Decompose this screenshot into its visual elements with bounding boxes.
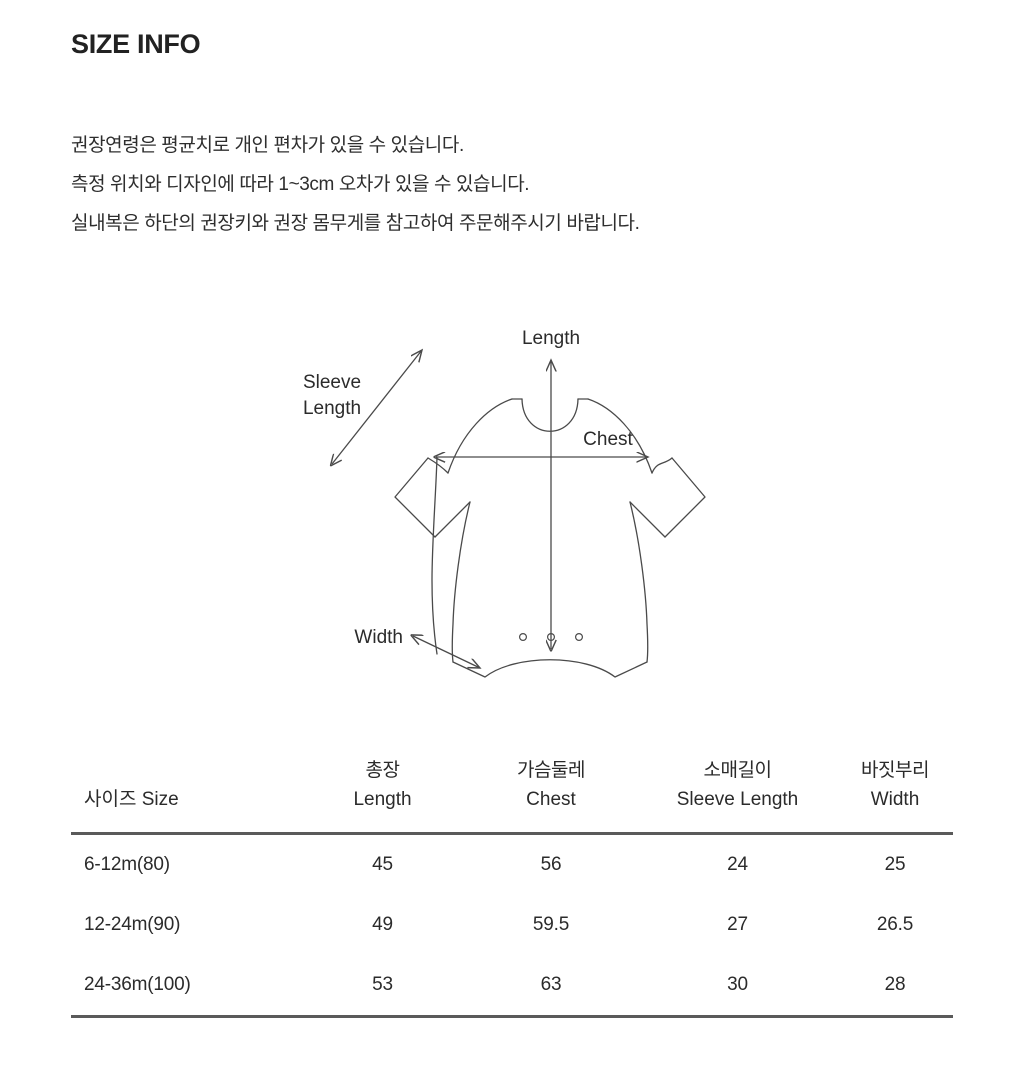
- size-table: 사이즈 Size 총장 Length 가슴둘레 Chest 소매길이 Sleev…: [71, 756, 953, 1018]
- size-table-body: 6-12m(80) 45 56 24 25 12-24m(90) 49 59.5…: [71, 834, 953, 1018]
- garment-outline: [394, 398, 706, 678]
- snap-button-right: [575, 633, 584, 642]
- column-header-chest-en: Chest: [526, 789, 576, 810]
- table-header-row: 사이즈 Size 총장 Length 가슴둘레 Chest 소매길이 Sleev…: [71, 756, 953, 835]
- cell-length: 53: [301, 955, 464, 1018]
- column-header-length: 총장 Length: [301, 756, 464, 835]
- garment-diagram-svg: Length Chest Sleeve Length Width: [303, 328, 706, 678]
- cell-sleeve-length: 27: [727, 914, 748, 935]
- diagram-label-length: Length: [522, 328, 580, 349]
- column-header-sleeve-length-en: Sleeve Length: [676, 789, 799, 810]
- cell-size: 6-12m(80): [84, 853, 170, 875]
- column-header-length-en: Length: [353, 789, 412, 810]
- column-header-size-label: 사이즈 Size: [84, 789, 179, 810]
- cell-length: 49: [372, 914, 393, 935]
- diagram-label-chest: Chest: [583, 429, 633, 450]
- column-header-sleeve-length: 소매길이 Sleeve Length: [638, 756, 837, 835]
- column-header-chest: 가슴둘레 Chest: [464, 756, 638, 835]
- notes-block: 권장연령은 평균치로 개인 편차가 있을 수 있습니다. 측정 위치와 디자인에…: [71, 126, 831, 243]
- column-header-sleeve-length-ko: 소매길이: [703, 760, 772, 781]
- cell-length: 45: [372, 853, 393, 875]
- snap-button-left: [519, 633, 528, 642]
- diagram-label-sleeve-length-line1: Sleeve: [303, 372, 361, 393]
- column-header-width-en: Width: [870, 789, 920, 810]
- cell-width: 26.5: [876, 914, 914, 935]
- diagram-label-width: Width: [354, 627, 403, 648]
- cell-chest: 63: [464, 955, 638, 1018]
- size-table-head: 사이즈 Size 총장 Length 가슴둘레 Chest 소매길이 Sleev…: [71, 756, 953, 835]
- note-line-3: 실내복은 하단의 권장키와 권장 몸무게를 참고하여 주문해주시기 바랍니다.: [71, 213, 640, 234]
- column-header-size: 사이즈 Size: [71, 756, 301, 835]
- table-row: 6-12m(80) 45 56 24 25: [71, 834, 953, 895]
- table-row: 12-24m(90) 49 59.5 27 26.5: [71, 895, 953, 956]
- note-line-1: 권장연령은 평균치로 개인 편차가 있을 수 있습니다.: [71, 135, 464, 156]
- width-measure-arrow: [413, 636, 480, 668]
- diagram-label-sleeve-length-line2: Length: [303, 398, 361, 419]
- cell-chest: 59.5: [532, 914, 570, 935]
- page-title: SIZE INFO: [71, 29, 201, 59]
- cell-size: 12-24m(90): [84, 914, 181, 935]
- cell-sleeve-length: 24: [727, 853, 748, 875]
- table-row: 24-36m(100) 53 63 30 28: [71, 955, 953, 1018]
- cell-width: 25: [884, 853, 906, 875]
- cell-width: 28: [837, 955, 953, 1018]
- column-header-width: 바짓부리 Width: [837, 756, 953, 835]
- garment-measurement-diagram: Length Chest Sleeve Length Width: [290, 312, 730, 692]
- cell-chest: 56: [540, 853, 562, 875]
- note-line-2: 측정 위치와 디자인에 따라 1~3cm 오차가 있을 수 있습니다.: [71, 174, 530, 195]
- sleeve-length-measure-arrow: [332, 350, 422, 464]
- cell-sleeve-length: 30: [638, 955, 837, 1018]
- column-header-width-ko: 바짓부리: [861, 760, 929, 781]
- cell-size: 24-36m(100): [71, 955, 301, 1018]
- column-header-chest-ko: 가슴둘레: [517, 760, 585, 781]
- column-header-length-ko: 총장: [365, 760, 400, 781]
